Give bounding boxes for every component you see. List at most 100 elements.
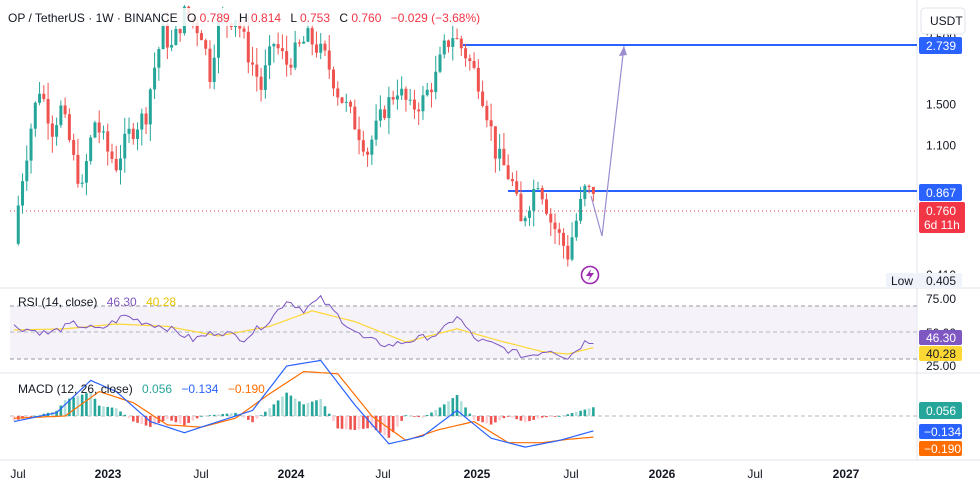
candle-body	[404, 88, 408, 100]
macd-hist-bar	[25, 416, 29, 418]
macd-hist-bar	[315, 400, 318, 416]
macd-hist-bar	[344, 416, 348, 430]
candle-body	[276, 44, 280, 49]
candle-body	[532, 188, 536, 211]
candle-body	[97, 122, 101, 133]
projection-path[interactable]	[590, 45, 625, 237]
symbol-legend[interactable]: OP / TetherUS · 1W · BINANCE O 0.789 H 0…	[8, 11, 480, 25]
macd-hist-bar	[528, 416, 531, 422]
macd-hist-bar	[374, 416, 378, 431]
macd-hist-bar	[587, 408, 591, 416]
rsi-title: RSI (14, close)	[18, 295, 97, 309]
macd-hist-bar	[349, 416, 352, 430]
macd-hist-bar	[570, 413, 574, 416]
candle-body	[199, 33, 203, 41]
candle-body	[76, 154, 80, 184]
macd-hist-bar	[353, 416, 357, 430]
rsi-ma-value: 40.28	[146, 295, 176, 309]
rsi-legend[interactable]: RSI (14, close) 46.30 40.28	[18, 295, 176, 309]
candle-body	[336, 88, 340, 98]
open-label: O	[187, 11, 196, 25]
time-label: Jul	[563, 467, 578, 481]
macd-signal-line	[13, 370, 594, 444]
time-label: 2027	[833, 467, 860, 481]
macd-hist-bar	[229, 413, 233, 416]
rsi-ma-line	[13, 310, 594, 355]
candle-body	[165, 24, 169, 48]
currency-button[interactable]	[920, 7, 966, 35]
macd-hist-bar	[12, 416, 16, 421]
time-label: 2024	[278, 467, 305, 481]
macd-hist-bar	[178, 416, 182, 424]
candle-body	[216, 19, 220, 58]
macd-hist-bar	[460, 401, 463, 416]
macd-hist-bar	[166, 416, 169, 420]
candle-body	[72, 140, 76, 155]
candle-body	[80, 182, 84, 184]
candle-body	[536, 188, 540, 190]
macd-hist-bar	[494, 416, 497, 423]
macd-group	[12, 359, 595, 448]
candle-body	[127, 128, 131, 134]
macd-hist-bar	[140, 416, 144, 425]
high-value: 0.814	[251, 11, 281, 25]
candle-body	[42, 93, 46, 99]
candle-body	[515, 181, 519, 194]
time-label: Jul	[375, 467, 390, 481]
macd-hist-bar	[63, 400, 67, 416]
macd-hist-bar	[575, 411, 578, 416]
candle-body	[332, 69, 335, 89]
candle-body	[545, 199, 548, 214]
macd-hist-bar	[387, 416, 391, 438]
macd-hist-bar	[97, 405, 101, 416]
candle-body	[174, 28, 178, 46]
macd-hist-bar	[519, 416, 523, 421]
candle-body	[370, 139, 374, 155]
candle-body	[272, 44, 276, 47]
candle-body	[417, 109, 421, 112]
candle-body	[161, 24, 165, 50]
macd-hist-bar	[396, 416, 399, 427]
macd-hist-bar	[472, 416, 476, 420]
candle-body	[374, 120, 378, 140]
rsi-ma-badge	[919, 346, 962, 361]
macd-hist-bar	[119, 411, 122, 416]
macd-hist-bar	[357, 416, 361, 430]
candle-body	[89, 137, 93, 162]
macd-hist-bar	[302, 404, 305, 416]
rsi-ma-badge-text: 40.28	[926, 347, 956, 361]
last-price-badge	[919, 202, 965, 233]
candle-body	[302, 41, 306, 44]
time-label: 2026	[649, 467, 676, 481]
rsi-lines-group	[13, 294, 594, 360]
candle-body	[366, 151, 370, 155]
macd-hist-bar	[34, 415, 37, 417]
candle-body	[476, 67, 480, 92]
candle-body	[587, 185, 591, 187]
macd-hist-bar	[468, 413, 472, 416]
macd-hist-bar	[89, 391, 92, 416]
macd-hist-bar	[545, 416, 548, 418]
low-value: 0.405	[926, 274, 956, 288]
macd-hist-bar	[566, 414, 570, 416]
candle-body	[510, 179, 514, 182]
macd-hist-bar	[464, 407, 467, 416]
resistance-badge-text: 2.739	[926, 39, 956, 53]
macd-hist-bar	[255, 416, 259, 419]
time-axis[interactable]: Jul 2023 Jul 2024 Jul 2025 Jul 2026 Jul 2027	[10, 467, 859, 481]
candle-body	[566, 245, 570, 260]
candle-body	[67, 114, 71, 141]
macd-hist-bar	[93, 398, 97, 416]
candle-body	[106, 131, 110, 152]
candle-body	[153, 67, 157, 90]
candle-body	[93, 122, 97, 138]
candle-body	[353, 106, 357, 130]
rsi-line	[13, 294, 594, 360]
macd-hist-bar	[400, 416, 403, 421]
macd-legend[interactable]: MACD (12, 26, close) 0.056 −0.134 −0.190	[18, 382, 265, 396]
candle-body	[442, 40, 446, 55]
candle-body	[119, 158, 122, 171]
event-marker[interactable]	[580, 265, 600, 285]
macd-hist-bar	[485, 416, 489, 424]
